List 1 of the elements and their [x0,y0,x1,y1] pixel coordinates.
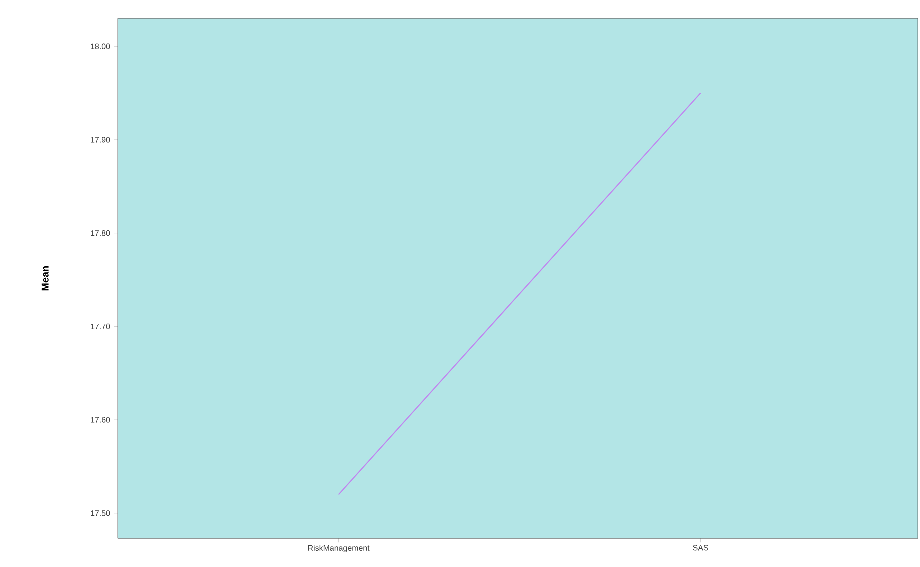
y-axis-title: Mean [42,266,49,291]
